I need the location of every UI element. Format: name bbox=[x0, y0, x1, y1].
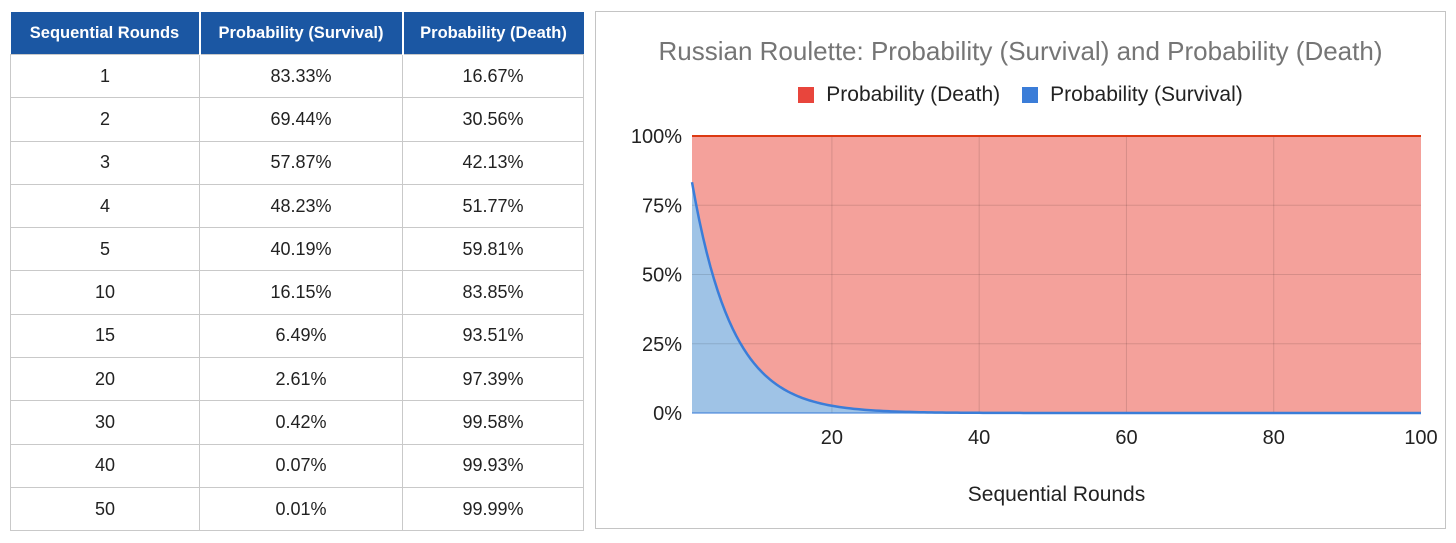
cell-death: 30.56% bbox=[402, 97, 584, 142]
cell-rounds: 10 bbox=[10, 270, 200, 315]
cell-death: 83.85% bbox=[402, 270, 584, 315]
cell-death: 97.39% bbox=[402, 357, 584, 402]
cell-rounds: 15 bbox=[10, 313, 200, 359]
header-probability-survival: Probability (Survival) bbox=[199, 12, 404, 55]
cell-death: 93.51% bbox=[402, 313, 584, 359]
cell-rounds: 50 bbox=[10, 486, 200, 532]
legend-item-death: Probability (Death) bbox=[798, 83, 1000, 107]
cell-rounds: 20 bbox=[10, 357, 200, 402]
table-row: 15 6.49% 93.51% bbox=[10, 313, 584, 359]
table-row: 1 83.33% 16.67% bbox=[10, 53, 584, 99]
x-tick-label: 40 bbox=[968, 427, 990, 449]
cell-death: 59.81% bbox=[402, 227, 584, 272]
cell-survival: 40.19% bbox=[199, 227, 403, 272]
chart-title: Russian Roulette: Probability (Survival)… bbox=[658, 36, 1383, 66]
legend-swatch-survival bbox=[1022, 87, 1039, 103]
cell-rounds: 40 bbox=[10, 443, 200, 488]
x-tick-label: 60 bbox=[1115, 427, 1137, 449]
cell-survival: 2.61% bbox=[199, 357, 403, 402]
area-survival bbox=[692, 182, 1421, 413]
legend-label-death: Probability (Death) bbox=[826, 83, 1001, 106]
cell-rounds: 30 bbox=[10, 400, 200, 445]
cell-survival: 0.01% bbox=[199, 486, 403, 532]
table-row: 50 0.01% 99.99% bbox=[10, 486, 584, 532]
y-tick-label: 0% bbox=[653, 403, 682, 425]
cell-survival: 48.23% bbox=[199, 183, 403, 229]
cell-survival: 0.42% bbox=[199, 400, 403, 445]
cell-rounds: 5 bbox=[10, 227, 200, 272]
probability-table-container: Sequential Rounds Probability (Survival)… bbox=[10, 12, 584, 532]
cell-death: 99.58% bbox=[402, 400, 584, 445]
cell-death: 51.77% bbox=[402, 183, 584, 229]
legend-label-survival: Probability (Survival) bbox=[1050, 83, 1243, 106]
x-tick-label: 80 bbox=[1263, 427, 1285, 449]
cell-survival: 57.87% bbox=[199, 140, 403, 185]
legend-item-survival: Probability (Survival) bbox=[1022, 83, 1243, 107]
header-sequential-rounds: Sequential Rounds bbox=[10, 12, 201, 55]
table-row: 40 0.07% 99.93% bbox=[10, 443, 584, 488]
y-tick-label: 100% bbox=[631, 126, 682, 148]
cell-survival: 83.33% bbox=[199, 53, 403, 99]
x-axis-title: Sequential Rounds bbox=[968, 483, 1145, 506]
x-tick-label: 100 bbox=[1404, 427, 1437, 449]
cell-survival: 16.15% bbox=[199, 270, 403, 315]
header-probability-death: Probability (Death) bbox=[402, 12, 584, 55]
cell-rounds: 3 bbox=[10, 140, 200, 185]
cell-survival: 69.44% bbox=[199, 97, 403, 142]
chart-plot: 0% 25% 50% 75% 100% 20 40 60 80 100 Sequential Rou… bbox=[631, 126, 1438, 506]
area-death bbox=[692, 136, 1421, 413]
table-row: 3 57.87% 42.13% bbox=[10, 140, 584, 185]
cell-rounds: 2 bbox=[10, 97, 200, 142]
probability-table: Sequential Rounds Probability (Survival)… bbox=[10, 12, 584, 532]
cell-rounds: 4 bbox=[10, 183, 200, 229]
cell-death: 42.13% bbox=[402, 140, 584, 185]
table-row: 10 16.15% 83.85% bbox=[10, 270, 584, 315]
table-row: 20 2.61% 97.39% bbox=[10, 357, 584, 402]
table-header-row: Sequential Rounds Probability (Survival)… bbox=[10, 12, 584, 55]
chart-legend: Probability (Death) Probability (Surviva… bbox=[596, 83, 1445, 107]
table-row: 5 40.19% 59.81% bbox=[10, 227, 584, 272]
y-tick-label: 50% bbox=[642, 265, 682, 287]
table-row: 30 0.42% 99.58% bbox=[10, 400, 584, 445]
legend-swatch-death bbox=[798, 87, 815, 103]
cell-death: 99.93% bbox=[402, 443, 584, 488]
cell-survival: 0.07% bbox=[199, 443, 403, 488]
chart-panel: Russian Roulette: Probability (Survival)… bbox=[595, 11, 1446, 529]
x-tick-label: 20 bbox=[821, 427, 843, 449]
y-tick-label: 25% bbox=[642, 334, 682, 356]
table-row: 4 48.23% 51.77% bbox=[10, 183, 584, 229]
cell-death: 99.99% bbox=[402, 486, 584, 532]
cell-rounds: 1 bbox=[10, 53, 200, 99]
cell-survival: 6.49% bbox=[199, 313, 403, 359]
table-row: 2 69.44% 30.56% bbox=[10, 97, 584, 142]
y-tick-label: 75% bbox=[642, 195, 682, 217]
cell-death: 16.67% bbox=[402, 53, 584, 99]
